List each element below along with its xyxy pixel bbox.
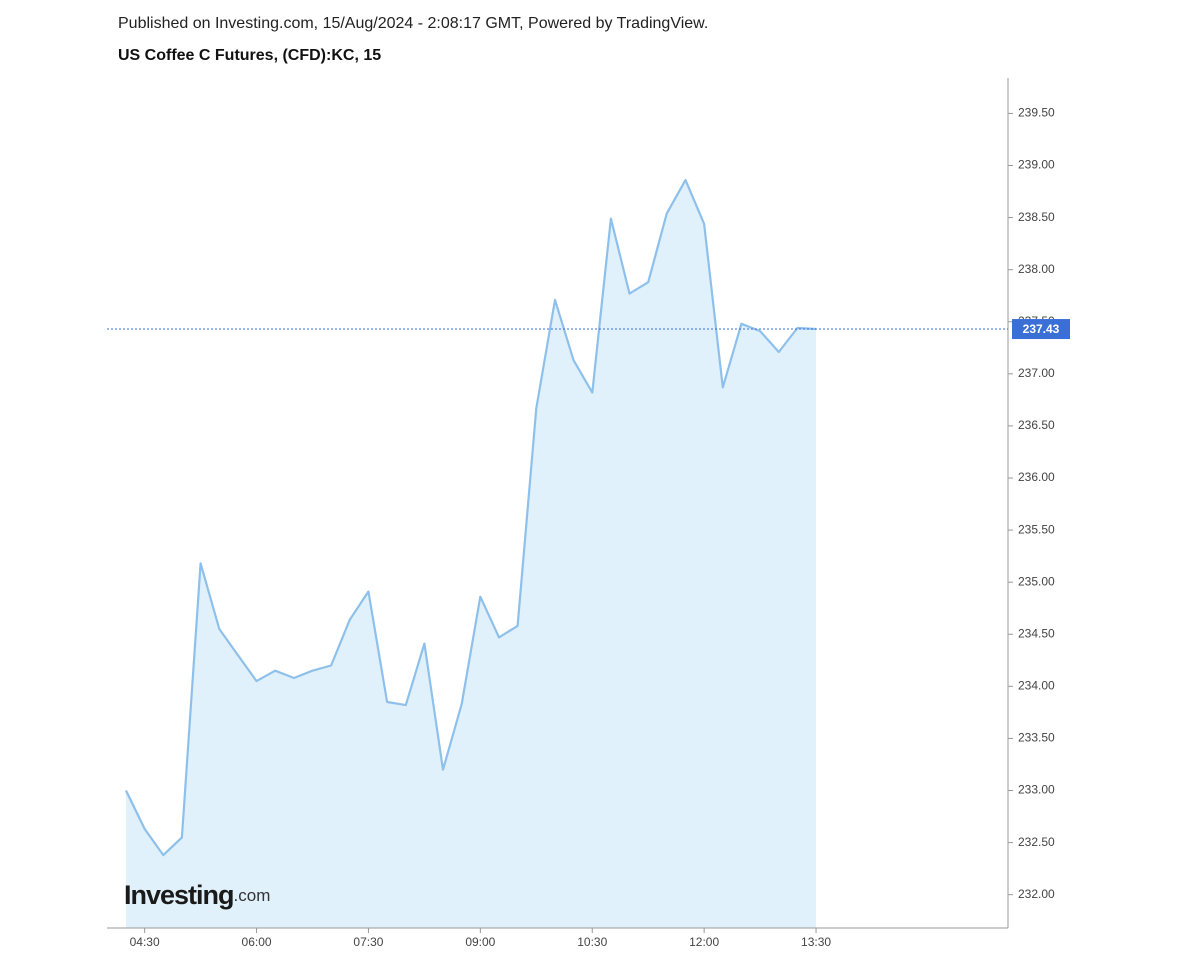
plot-area (125, 179, 817, 929)
x-tick-label: 10:30 (577, 935, 607, 949)
y-tick-label: 234.50 (1018, 626, 1055, 640)
y-tick-label: 239.00 (1018, 158, 1055, 172)
line (125, 179, 817, 857)
y-tick-label: 238.50 (1018, 210, 1055, 224)
x-tick-label: 13:30 (801, 935, 831, 949)
y-tick-label: 235.00 (1018, 574, 1055, 588)
x-tick-label: 07:30 (353, 935, 383, 949)
y-tick-label: 239.50 (1018, 106, 1055, 120)
y-tick-label: 234.00 (1018, 679, 1055, 693)
logo-suffix: .com (234, 886, 271, 905)
area (126, 180, 816, 929)
header: Published on Investing.com, 15/Aug/2024 … (118, 15, 708, 32)
x-tick-label: 06:00 (242, 935, 272, 949)
y-tick-label: 233.50 (1018, 731, 1055, 745)
x-tick-label: 09:00 (465, 935, 495, 949)
chart-title: US Coffee C Futures, (CFD):KC, 15 (118, 47, 381, 64)
y-tick-label: 238.00 (1018, 262, 1055, 276)
y-tick-label: 232.00 (1018, 887, 1055, 901)
y-tick-label: 236.50 (1018, 418, 1055, 432)
y-tick-label: 235.50 (1018, 522, 1055, 536)
y-tick-label: 233.00 (1018, 783, 1055, 797)
price-label: 237.43 (1023, 322, 1060, 336)
y-tick-label: 237.00 (1018, 366, 1055, 380)
x-tick-label: 12:00 (689, 935, 719, 949)
price-label-box (1012, 319, 1070, 340)
logo: Investing.com (124, 880, 270, 910)
logo-word: Investing (124, 880, 234, 910)
y-tick-label: 232.50 (1018, 835, 1055, 849)
y-tick-label: 236.00 (1018, 470, 1055, 484)
x-tick-label: 04:30 (130, 935, 160, 949)
